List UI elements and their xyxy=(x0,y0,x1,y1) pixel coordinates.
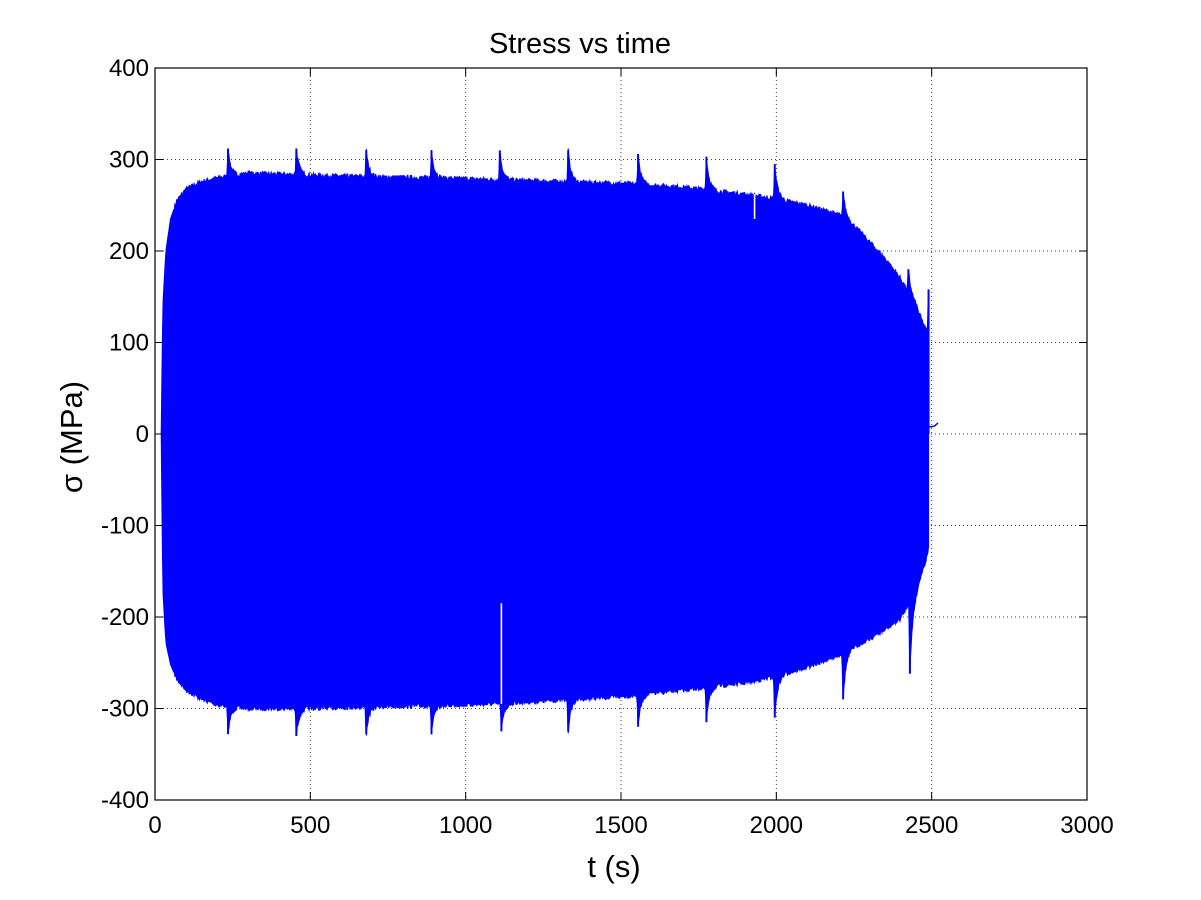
post-failure-tail xyxy=(928,422,939,428)
x-axis-label: t (s) xyxy=(587,849,640,884)
axis-ticks xyxy=(154,67,1088,801)
y-tick-label: 0 xyxy=(136,421,149,448)
x-tick-label: 500 xyxy=(290,812,330,839)
y-axis-label: σ (MPa) xyxy=(54,381,89,493)
y-tick-label: -100 xyxy=(101,513,149,540)
stress-oscillation-band xyxy=(160,148,930,736)
stress-series xyxy=(160,148,939,736)
x-tick-label: 2500 xyxy=(905,812,958,839)
x-tick-label: 1000 xyxy=(439,812,492,839)
y-tick-label: 300 xyxy=(109,147,149,174)
y-tick-label: -400 xyxy=(101,787,149,814)
chart-title: Stress vs time xyxy=(489,28,671,60)
grid-lines xyxy=(155,68,1087,800)
y-tick-labels: -400 -300 -200 -100 0 100 200 300 400 xyxy=(101,55,149,814)
y-tick-label: 400 xyxy=(109,55,149,82)
x-tick-label: 3000 xyxy=(1060,812,1113,839)
x-tick-label: 2000 xyxy=(750,812,803,839)
y-tick-label: -200 xyxy=(101,604,149,631)
y-tick-label: 200 xyxy=(109,238,149,265)
y-tick-label: 100 xyxy=(109,330,149,357)
x-tick-labels: 0 500 1000 1500 2000 2500 3000 xyxy=(148,812,1113,839)
x-tick-label: 0 xyxy=(148,812,161,839)
y-tick-label: -300 xyxy=(101,696,149,723)
x-tick-label: 1500 xyxy=(594,812,647,839)
